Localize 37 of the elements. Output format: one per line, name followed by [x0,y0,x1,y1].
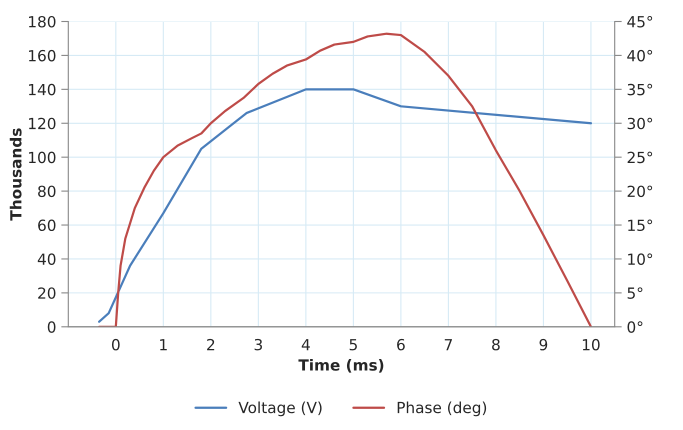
y-tick-label: 0 [48,321,56,333]
x-tick-label: 3 [254,338,262,350]
y-tick-label: 60 [38,220,56,232]
y-tick-label: 100 [29,152,56,164]
y-tick-label: 140 [29,84,56,96]
x-tick-label: 7 [444,339,452,350]
x-tick-label: 10 [582,338,600,350]
x-tick-label: 5 [350,339,357,350]
y-tick-label: 40 [38,253,56,265]
y2-tick-label: 10° [628,253,652,265]
x-tick-label: 8 [492,338,500,350]
y2-tick-label: 15° [628,220,652,232]
y2-tick-label: 45° [627,16,652,28]
legend-label: Voltage (V) [238,401,322,416]
y2-tick-label: 20° [628,186,652,198]
line-series [98,88,592,323]
y2-tick-label: 35° [628,84,652,96]
y-tick-label: 180 [29,16,56,28]
x-tick-label: 0 [112,338,120,350]
y2-tick-label: 0° [628,321,642,333]
x-tick-label: 1 [160,339,167,350]
legend-label: Phase (deg) [398,401,486,416]
x-tick-label: 6 [397,338,405,350]
line-series [98,32,592,327]
y2-tick-label: 5° [628,287,642,299]
y2-tick-label: 25° [628,152,652,164]
y-tick-label: 20 [38,287,56,299]
x-tick-label: 4 [302,339,310,350]
y-axis-title: Thousands [10,128,22,221]
y2-tick-label: 40° [627,50,652,62]
y-tick-label: 120 [29,118,56,130]
y2-tick-label: 30° [628,118,652,130]
x-tick-label: 9 [540,338,548,350]
x-axis-title: Time (ms) [298,358,384,373]
x-tick-label: 2 [207,338,214,350]
y-tick-label: 160 [29,50,56,62]
y-tick-label: 80 [38,186,56,198]
